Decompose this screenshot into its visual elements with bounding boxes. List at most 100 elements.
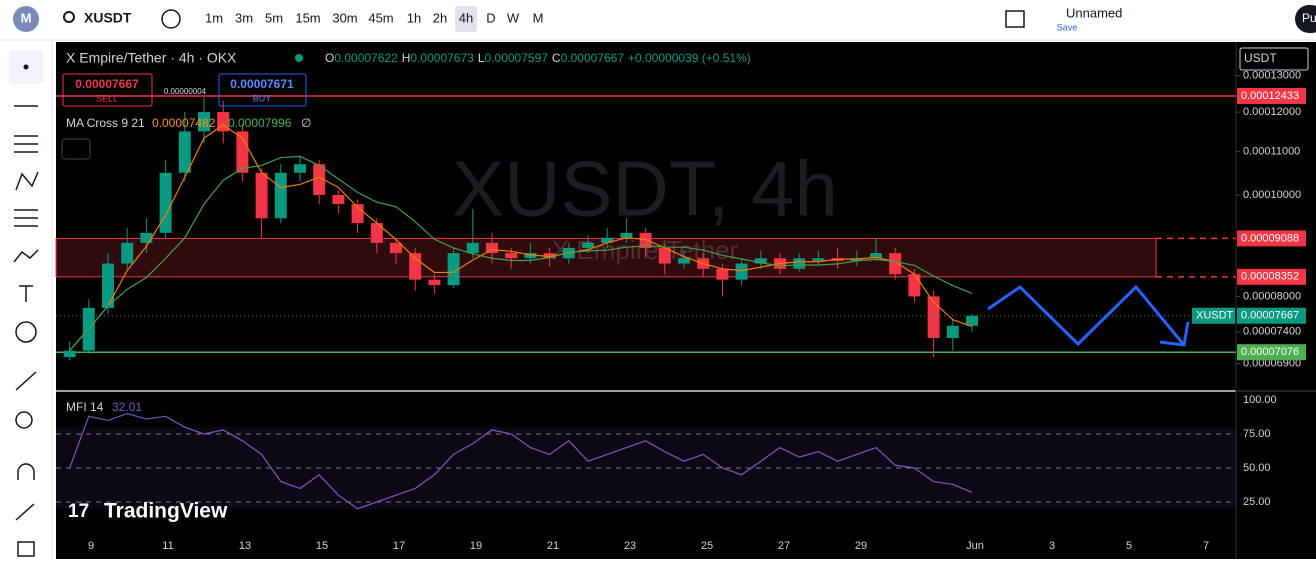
- price-tick-label: 0.00012000: [1243, 106, 1301, 118]
- ohlc-key: H: [402, 51, 411, 65]
- candle-body: [543, 253, 556, 259]
- ohlc-key: C: [552, 51, 561, 65]
- candle-body: [793, 258, 806, 269]
- candle-body: [908, 274, 921, 297]
- candle-body: [524, 253, 537, 259]
- price-pane: [56, 42, 1236, 390]
- candle-body: [274, 172, 287, 219]
- search-icon: [63, 11, 75, 23]
- time-label: 5: [1126, 540, 1132, 552]
- interval[interactable]: W: [507, 10, 520, 25]
- indicator-fast: 0.00007482: [152, 116, 216, 130]
- candle-body: [332, 194, 345, 205]
- candle-body: [370, 223, 383, 243]
- currency: USDT: [1244, 51, 1277, 65]
- interval[interactable]: D: [486, 10, 495, 25]
- layout-icon[interactable]: [1005, 10, 1025, 28]
- legend-title: X Empire/Tether · 4h · OKX: [66, 50, 237, 66]
- interval[interactable]: 1m: [205, 10, 223, 25]
- last-symbol: XUSDT: [1196, 310, 1234, 322]
- projection-drawing: [987, 284, 1186, 347]
- candle-body: [716, 268, 729, 280]
- interval[interactable]: 15m: [295, 10, 320, 25]
- publish-button[interactable]: [1295, 5, 1316, 33]
- mfi-line: [69, 412, 973, 510]
- currency-select[interactable]: [1239, 47, 1309, 71]
- candle-body: [754, 258, 767, 264]
- candle-body: [946, 325, 959, 339]
- time-label: 29: [855, 540, 867, 552]
- mfi-pane: [56, 392, 1236, 535]
- candle-body: [620, 232, 633, 238]
- interval-active: [455, 6, 477, 32]
- candle-body: [735, 263, 748, 280]
- tool-icons: [13, 105, 39, 557]
- candle-body: [582, 242, 594, 248]
- level-tag: [1237, 230, 1306, 247]
- mfi-value: 32.01: [112, 400, 142, 414]
- intervals: 1m 3m 5m 15m 30m 45m 1h 2h 4h D W M: [205, 6, 543, 32]
- collapse-button[interactable]: [61, 138, 91, 160]
- mfi-tick-label: 50.00: [1243, 462, 1271, 474]
- last-price-label: 0.00007667: [1241, 310, 1299, 322]
- candle-body: [601, 237, 614, 243]
- zone: [55, 237, 1157, 278]
- level-label: 0.00007076: [1241, 346, 1299, 358]
- layout-name[interactable]: Unnamed: [1066, 5, 1122, 20]
- time-label: 15: [316, 540, 328, 552]
- indicator-name: MA Cross 9 21: [66, 116, 145, 130]
- interval[interactable]: 30m: [332, 10, 357, 25]
- last-symbol-tag: [1192, 307, 1235, 324]
- candle-body: [812, 258, 825, 261]
- time-label: 27: [778, 540, 790, 552]
- interval[interactable]: 3m: [235, 10, 253, 25]
- level-tag: [1237, 87, 1306, 104]
- interval[interactable]: 2h: [433, 10, 447, 25]
- interval[interactable]: 4h: [459, 10, 473, 25]
- sell-label: SELL: [96, 93, 118, 103]
- save[interactable]: Save: [1057, 22, 1078, 32]
- buy-button[interactable]: [218, 73, 307, 107]
- plot: [55, 95, 1236, 510]
- candle-body: [255, 172, 268, 219]
- mfi-name: MFI 14: [66, 400, 104, 414]
- time-label: 19: [470, 540, 482, 552]
- time-label: 23: [624, 540, 636, 552]
- candle-body: [889, 253, 902, 275]
- spread: 0.00000004: [164, 87, 207, 96]
- candle-body: [159, 172, 172, 233]
- candle-body: [236, 131, 249, 173]
- candle-body: [313, 164, 326, 195]
- time-label: 3: [1049, 540, 1055, 552]
- symbol[interactable]: XUSDT: [84, 10, 132, 26]
- candle-body: [678, 258, 690, 264]
- time-label: 21: [547, 540, 559, 552]
- brand-logo: 17: [68, 501, 89, 522]
- interval[interactable]: 1h: [407, 10, 421, 25]
- mfi-tick-label: 25.00: [1243, 496, 1271, 508]
- candle-body: [140, 232, 153, 243]
- candle-body: [198, 112, 210, 132]
- ohlc-value: 0.00007597: [485, 51, 549, 65]
- candle-body: [658, 247, 671, 264]
- time-label: 25: [701, 540, 713, 552]
- avatar[interactable]: [13, 6, 39, 32]
- ma-line: [69, 124, 973, 352]
- time-label: 17: [393, 540, 405, 552]
- price-tick-label: 0.00006900: [1243, 358, 1301, 370]
- sell-button[interactable]: [62, 73, 153, 107]
- candle-body: [351, 204, 364, 224]
- interval[interactable]: 5m: [265, 10, 283, 25]
- interval[interactable]: M: [533, 10, 544, 25]
- candle-body: [447, 253, 460, 286]
- time-label: 11: [162, 540, 173, 552]
- add-symbol[interactable]: [161, 9, 181, 29]
- ohlc-key: O: [325, 51, 334, 65]
- interval[interactable]: 45m: [368, 10, 393, 25]
- legend-ohlc: O0.00007622 H0.00007673 L0.00007597 C0.0000…: [325, 51, 751, 65]
- last-price-tag: [1237, 307, 1306, 324]
- price-tick-label: 0.00007400: [1243, 326, 1301, 338]
- candle-body: [409, 253, 422, 280]
